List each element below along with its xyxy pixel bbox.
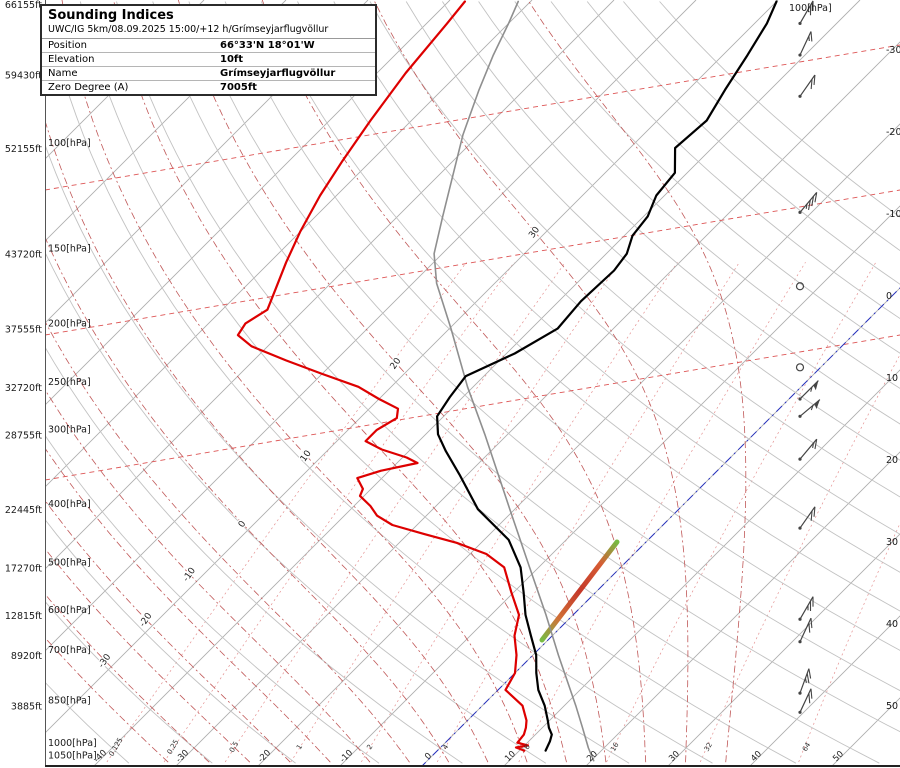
altitude-label: 66155ft: [5, 0, 42, 11]
info-row-label: Elevation: [42, 52, 214, 67]
altitude-label: 52155ft: [5, 144, 42, 155]
wind-barb: [798, 688, 813, 714]
wind-barb: [795, 363, 805, 372]
altitude-label: 8920ft: [11, 651, 42, 662]
wind-barb: [798, 74, 816, 98]
dewpoint-curve: [236, 0, 529, 752]
pressure-label: 300[hPa]: [48, 424, 91, 435]
sounding-info-box: Sounding Indices UWC/IG 5km/08.09.2025 1…: [40, 4, 377, 96]
pressure-label: 1050[hPa]: [48, 751, 97, 762]
mixing-ratio-label: 8: [523, 743, 532, 751]
wind-barb: [798, 668, 812, 695]
info-row-position: Position 66°33'N 18°01'W: [42, 39, 375, 53]
wind-barb: [798, 0, 814, 26]
wind-barbs: [795, 0, 821, 714]
altitude-label: 22445ft: [5, 505, 42, 516]
info-row-value: 10ft: [214, 52, 375, 67]
wind-barb: [798, 596, 814, 621]
altitude-label: 59430ft: [5, 70, 42, 81]
pressure-label: 400[hPa]: [48, 499, 91, 510]
pressure-label: 250[hPa]: [48, 377, 91, 388]
right-temp-label: -20: [886, 127, 900, 138]
pressure-label: 1000[hPa]: [48, 738, 97, 749]
pressure-label: 100[hPa]: [48, 138, 91, 149]
pressure-label: 850[hPa]: [48, 696, 91, 707]
wind-barb: [798, 617, 813, 644]
pressure-label: 700[hPa]: [48, 645, 91, 656]
right-temp-label: 50: [886, 701, 898, 712]
mixing-ratio-label: 1: [295, 743, 304, 751]
bottom-temp-label: 0: [423, 751, 434, 762]
wind-barb: [798, 506, 816, 530]
info-box-title: Sounding Indices: [48, 8, 174, 23]
info-row-value: 7005ft: [214, 80, 375, 94]
wind-barb: [798, 192, 818, 214]
sounding-profiles: [236, 0, 778, 762]
mixing-ratio-label: 4: [441, 743, 450, 751]
info-row-elevation: Elevation 10ft: [42, 52, 375, 67]
altitude-label: 12815ft: [5, 611, 42, 622]
info-row-value: Grímseyjarflugvöllur: [214, 66, 375, 81]
freezing-zone-segment: [539, 539, 620, 643]
right-temp-label: 0: [886, 291, 892, 302]
wind-barb: [798, 380, 819, 401]
axis-labels: 100[hPa] 150[hPa] 200[hPa] 250[hPa] 300[hPa]…: [5, 0, 900, 765]
info-row-label: Name: [42, 66, 214, 81]
right-temp-label: 10: [886, 373, 898, 384]
right-temp-label: 30: [886, 537, 898, 548]
wind-barb: [798, 31, 813, 57]
info-row-name: Name Grímseyjarflugvöllur: [42, 66, 375, 81]
zero-degree-isotherm: [420, 287, 900, 767]
mixing-ratio-label: 2: [365, 743, 374, 751]
right-temp-label: -10: [886, 209, 900, 220]
mixing-ratio-label: 32: [703, 741, 714, 753]
mixing-ratio-label: 16: [609, 741, 621, 753]
moist-adiabats: [45, 0, 747, 763]
wind-barb: [798, 438, 818, 461]
altitude-label: 32720ft: [5, 383, 42, 394]
info-row-value: 66°33'N 18°01'W: [220, 40, 315, 51]
mixing-ratio-label: 64: [801, 741, 813, 753]
barb-column-pressure-label: 100[hPa]: [789, 3, 832, 14]
pressure-label: 500[hPa]: [48, 557, 91, 568]
altitude-label: 17270ft: [5, 563, 42, 574]
info-row-zero-degree: Zero Degree (A) 7005ft: [42, 80, 375, 94]
altitude-label: 28755ft: [5, 430, 42, 441]
wind-barb: [798, 399, 821, 418]
pressure-label: 200[hPa]: [48, 319, 91, 330]
wind-barb: [795, 282, 805, 291]
info-box-subtitle: UWC/IG 5km/08.09.2025 15:00/+12 h/Grímse…: [42, 24, 375, 39]
info-row-label: Position: [48, 40, 87, 51]
info-box-table: Position 66°33'N 18°01'W Elevation 10ft …: [42, 39, 375, 94]
mixing-ratio-lines: [106, 261, 900, 763]
contrail-lines: [45, 44, 900, 481]
pressure-label: 600[hPa]: [48, 605, 91, 616]
altitude-label: 43720ft: [5, 250, 42, 261]
right-temp-label: -30: [886, 45, 900, 56]
altitude-label: 37555ft: [5, 325, 42, 336]
temperature-curve: [436, 0, 778, 752]
pressure-label: 150[hPa]: [48, 244, 91, 255]
parcel-curve: [433, 0, 595, 762]
info-row-label: Zero Degree (A): [42, 80, 214, 94]
right-temp-label: 40: [886, 619, 898, 630]
altitude-label: 3885ft: [11, 702, 42, 713]
right-temp-label: 20: [886, 455, 898, 466]
